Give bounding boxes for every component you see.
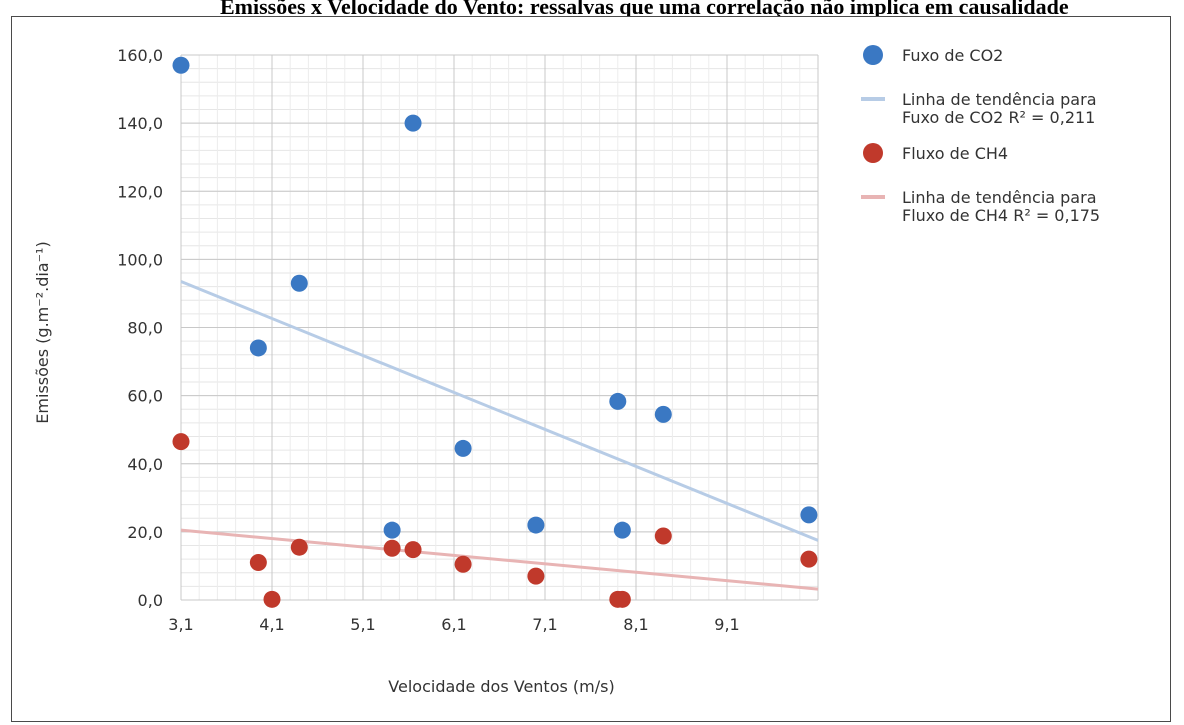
point-series-1 <box>527 567 545 585</box>
y-tick-label: 40,0 <box>127 455 163 474</box>
trendline-1 <box>180 528 819 591</box>
point-series-1 <box>263 590 281 608</box>
point-series-1 <box>454 555 472 573</box>
x-axis-title: Velocidade dos Ventos (m/s) <box>388 677 614 696</box>
point-series-0 <box>172 56 190 74</box>
point-series-0 <box>404 114 422 132</box>
trendline-0 <box>180 280 819 542</box>
x-tick-label: 3,1 <box>168 615 193 634</box>
legend-label-3: Linha de tendência para <box>902 188 1097 207</box>
point-series-0 <box>654 405 672 423</box>
legend-label-1: Fuxo de CO2 R² = 0,211 <box>902 108 1095 127</box>
x-tick-label: 4,1 <box>259 615 284 634</box>
major-gridlines <box>180 54 819 601</box>
point-series-1 <box>383 539 401 557</box>
y-tick-label: 60,0 <box>127 387 163 406</box>
figure-caption: Emissões x Velocidade do Vento: ressalva… <box>220 0 1069 19</box>
point-series-0 <box>454 439 472 457</box>
point-series-0 <box>290 274 308 292</box>
point-series-1 <box>654 527 672 545</box>
y-axis-title: Emissões (g.m⁻².dia⁻¹) <box>33 241 52 423</box>
x-tick-labels: 3,1 4,1 5,1 6,1 7,1 8,1 9,1 <box>168 615 739 634</box>
x-tick-label: 8,1 <box>623 615 648 634</box>
x-tick-label: 9,1 <box>714 615 739 634</box>
point-series-1 <box>172 433 190 451</box>
y-tick-label: 100,0 <box>117 250 163 269</box>
y-tick-label: 160,0 <box>117 46 163 65</box>
point-series-0 <box>609 392 627 410</box>
point-series-0 <box>613 521 631 539</box>
point-series-0 <box>527 516 545 534</box>
chart-frame <box>11 16 1171 722</box>
point-series-1 <box>249 554 267 572</box>
legend-marker-0 <box>863 45 883 65</box>
point-series-1 <box>800 550 818 568</box>
x-tick-label: 7,1 <box>532 615 557 634</box>
y-tick-labels: 0,0 20,0 40,0 60,0 80,0 100,0 120,0 140,0 160,0 <box>117 46 163 610</box>
point-series-0 <box>800 506 818 524</box>
x-tick-label: 6,1 <box>441 615 466 634</box>
y-tick-label: 120,0 <box>117 182 163 201</box>
y-tick-label: 20,0 <box>127 523 163 542</box>
point-series-1 <box>290 538 308 556</box>
legend-label-3: Fluxo de CH4 R² = 0,175 <box>902 206 1100 225</box>
trend-lines <box>180 280 819 591</box>
point-series-1 <box>613 590 631 608</box>
point-series-0 <box>383 521 401 539</box>
legend-label-0: Fuxo de CO2 <box>902 46 1003 65</box>
data-points <box>172 56 818 608</box>
legend-marker-2 <box>863 143 883 163</box>
x-tick-label: 5,1 <box>350 615 375 634</box>
y-tick-label: 0,0 <box>138 591 163 610</box>
point-series-1 <box>404 541 422 559</box>
legend-label-2: Fluxo de CH4 <box>902 144 1008 163</box>
legend-label-1: Linha de tendência para <box>902 90 1097 109</box>
y-tick-label: 140,0 <box>117 114 163 133</box>
y-tick-label: 80,0 <box>127 319 163 338</box>
point-series-0 <box>249 339 267 357</box>
